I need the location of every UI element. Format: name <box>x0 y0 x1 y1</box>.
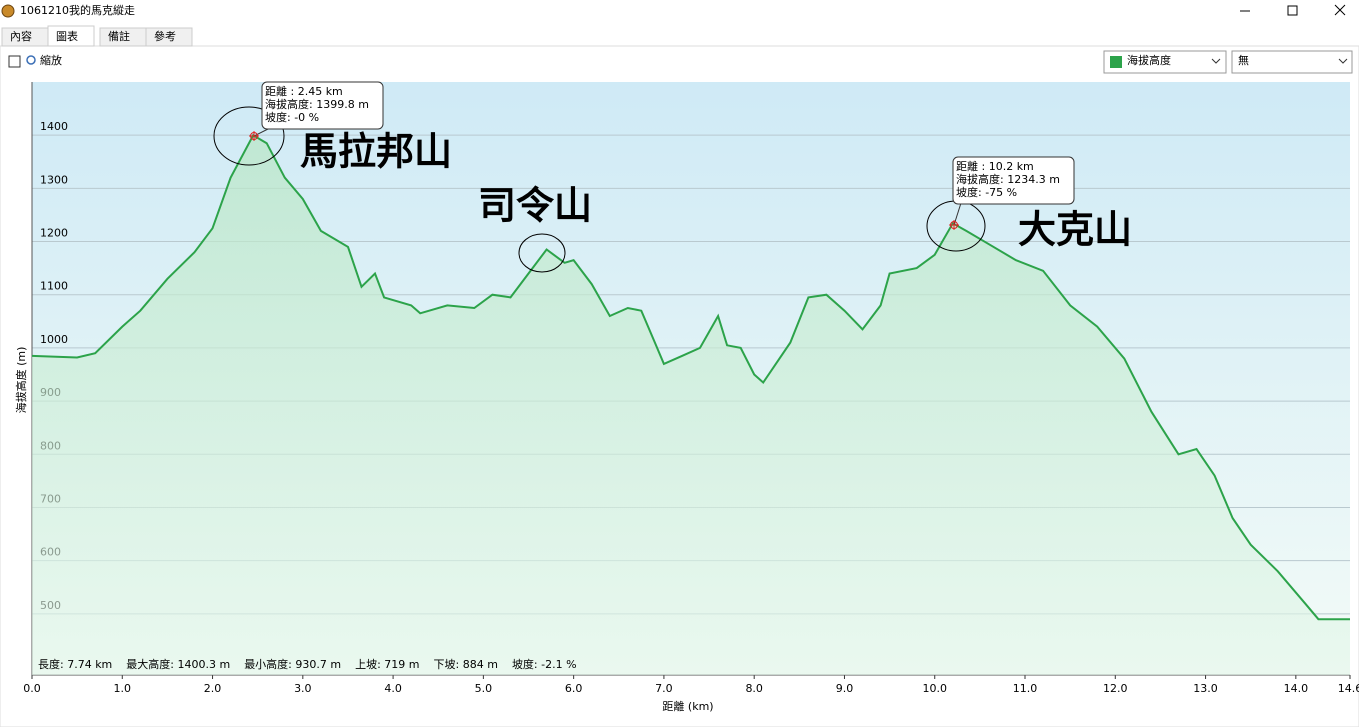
zoom-checkbox[interactable] <box>8 55 21 68</box>
restore[interactable] <box>1287 5 1298 16</box>
summary-item: 長度: 7.74 km <box>38 657 112 671</box>
x-tick-label: 1.0 <box>114 682 132 695</box>
series-swatch <box>1110 56 1122 68</box>
tooltip-box <box>261 81 384 130</box>
summary-item: 上坡: 719 m <box>355 658 419 671</box>
y-tick-label: 1100 <box>40 280 68 293</box>
tab-label: 圖表 <box>56 29 78 43</box>
close[interactable] <box>1334 4 1346 16</box>
second-select-label: 無 <box>1238 53 1249 67</box>
x-tick-label: 6.0 <box>565 682 583 695</box>
x-tick-label: 7.0 <box>655 682 673 695</box>
summary-item: 下坡: 884 m <box>434 658 498 671</box>
y-tick-label: 1400 <box>40 120 68 133</box>
zoom-label: 縮放 <box>40 53 62 67</box>
tooltip-line: 坡度: -0 % <box>265 110 319 124</box>
y-tick-label: 1200 <box>40 227 68 240</box>
point-cross <box>949 220 959 230</box>
x-tick-label: 8.0 <box>745 682 763 695</box>
x-tick-label: 12.0 <box>1103 682 1128 695</box>
area-fill <box>32 135 1350 676</box>
plot: 500600700800900100011001200130014000.01.… <box>23 81 1359 695</box>
x-tick-label: 10.0 <box>922 682 947 695</box>
summary-item: 最小高度: 930.7 m <box>244 657 341 671</box>
x-tick-label: 5.0 <box>475 682 493 695</box>
series-select[interactable] <box>1103 50 1227 74</box>
summary-item: 坡度: -2.1 % <box>512 657 577 671</box>
tab[interactable] <box>47 25 95 47</box>
tab-label: 備註 <box>108 30 130 43</box>
x-tick-label: 4.0 <box>384 682 402 695</box>
tab-label: 參考 <box>154 29 176 43</box>
peak-circle <box>518 233 566 273</box>
tooltip-line: 距離 : 2.45 km <box>265 84 343 98</box>
tab-label: 內容 <box>10 29 32 43</box>
dropdown-arrow <box>1211 58 1221 64</box>
peak-label: 司令山 <box>478 183 592 228</box>
peak-label: 馬拉邦山 <box>300 129 452 174</box>
x-axis-label: 距離 (km) <box>662 699 713 713</box>
x-tick-label: 0.0 <box>23 682 41 695</box>
peak-circle <box>213 106 285 166</box>
app-icon <box>1 4 15 18</box>
summary-item: 最大高度: 1400.3 m <box>126 657 230 671</box>
x-tick-label: 13.0 <box>1193 682 1218 695</box>
window-title: 1061210我的馬克縱走 <box>20 3 135 17</box>
x-tick-label: 2.0 <box>204 682 222 695</box>
zoom-icon <box>26 55 36 65</box>
x-tick-label: 14.0 <box>1284 682 1309 695</box>
x-tick-label: 14.6 <box>1338 682 1359 695</box>
tab-strip: 內容 圖表 備註 參考 <box>1 25 193 47</box>
tooltip-line: 坡度: -75 % <box>956 185 1017 199</box>
y-tick-label: 1000 <box>40 333 68 346</box>
dropdown-arrow <box>1338 58 1348 64</box>
x-tick-label: 9.0 <box>836 682 854 695</box>
x-tick-label: 11.0 <box>1013 682 1038 695</box>
tooltip-line: 海拔高度: 1399.8 m <box>265 97 369 111</box>
y-tick-label: 1300 <box>40 173 68 186</box>
x-tick-label: 3.0 <box>294 682 312 695</box>
tab[interactable] <box>145 27 193 47</box>
second-select[interactable] <box>1231 50 1353 74</box>
tooltip-line: 海拔高度: 1234.3 m <box>956 172 1060 186</box>
tooltip-line: 距離 : 10.2 km <box>956 159 1034 173</box>
y-axis-label: 海拔高度 (m) <box>14 347 28 414</box>
tooltip-box <box>952 156 1075 205</box>
point-cross <box>249 131 259 141</box>
series-select-label: 海拔高度 <box>1127 53 1171 67</box>
peak-label: 大克山 <box>1018 207 1132 252</box>
elevation-line <box>31 133 1350 621</box>
